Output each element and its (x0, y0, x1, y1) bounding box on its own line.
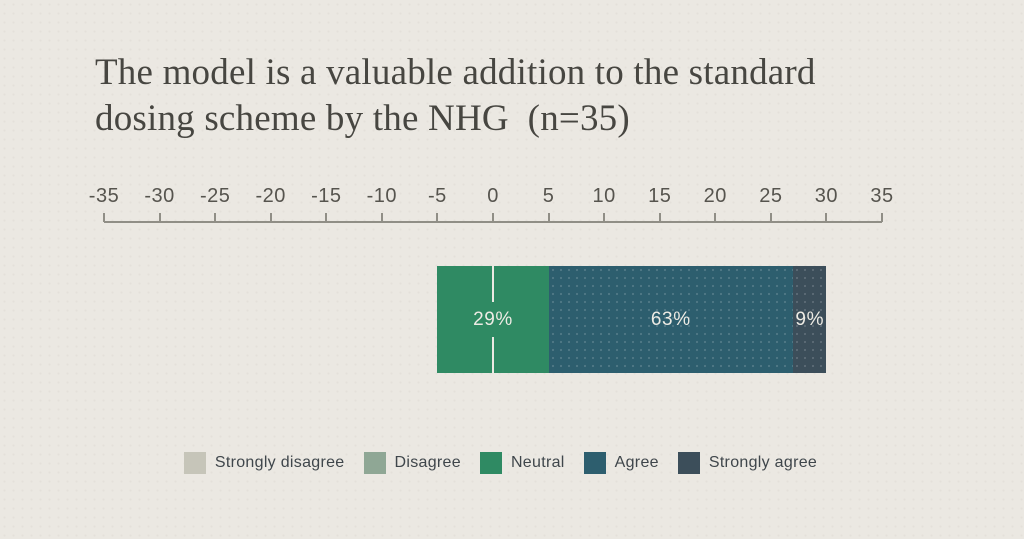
chart-title-line2: dosing scheme by the NHG (n=35) (95, 98, 630, 139)
axis-tick (492, 213, 494, 222)
legend-item-disagree: Disagree (363, 452, 461, 474)
axis-tick (103, 213, 105, 222)
axis-tick (658, 213, 661, 222)
axis-tick-label: -5 (428, 185, 447, 207)
legend-item-strongly-agree: Strongly agree (677, 452, 818, 474)
axis-tick (714, 213, 717, 222)
bar-segment-agree: 63% (548, 266, 794, 373)
legend-swatch-icon (583, 452, 606, 474)
x-axis-line (104, 221, 882, 223)
bar-segment-percent-label: 9% (795, 308, 825, 330)
axis-tick-label: 35 (870, 185, 894, 207)
chart-title-line1: The model is a valuable addition to the … (95, 52, 816, 93)
zero-baseline (492, 337, 494, 373)
legend-item-agree: Agree (583, 452, 659, 474)
axis-tick-label: 5 (542, 185, 555, 207)
axis-tick (158, 213, 161, 222)
axis-tick (881, 213, 883, 222)
legend-swatch-icon (363, 452, 386, 474)
axis-tick-label: 25 (759, 185, 783, 207)
legend-label: Strongly agree (708, 454, 818, 471)
legend-label: Disagree (394, 454, 461, 471)
legend-item-strongly-disagree: Strongly disagree (183, 452, 345, 474)
bar-segment-strongly-agree: 9% (793, 266, 827, 373)
bar-segment-percent-label: 63% (650, 308, 691, 330)
legend-label: Agree (614, 454, 659, 471)
axis-tick (603, 213, 606, 222)
axis-tick-label: -35 (88, 185, 120, 207)
axis-tick-label: 10 (592, 185, 616, 207)
zero-baseline (492, 266, 494, 302)
axis-tick-label: -15 (311, 185, 342, 207)
axis-tick-label: -25 (199, 185, 231, 207)
axis-tick (269, 213, 272, 222)
axis-tick (436, 213, 439, 222)
legend: Strongly disagree Disagree Neutral Agree Str… (0, 452, 1001, 474)
axis-tick-label: 30 (814, 185, 839, 207)
axis-tick (769, 213, 772, 222)
axis-tick (380, 213, 383, 222)
legend-swatch-icon (677, 452, 700, 474)
axis-tick (547, 213, 550, 222)
legend-swatch-icon (183, 452, 206, 474)
legend-swatch-icon (479, 452, 502, 474)
axis-tick-label: 0 (487, 185, 499, 207)
axis-tick (825, 213, 828, 222)
chart-title: The model is a valuable addition to the … (95, 50, 816, 142)
legend-label: Strongly disagree (214, 454, 345, 471)
axis-tick-label: 15 (648, 185, 672, 207)
axis-tick (214, 213, 217, 222)
bar-segment-percent-label: 29% (473, 308, 513, 330)
legend-label: Neutral (510, 454, 565, 471)
axis-tick (325, 213, 328, 222)
axis-tick-label: -30 (144, 185, 175, 207)
legend-item-neutral: Neutral (479, 452, 565, 474)
axis-tick-label: -10 (366, 185, 398, 207)
axis-tick-label: -20 (255, 185, 286, 207)
axis-tick-label: 20 (703, 185, 727, 207)
